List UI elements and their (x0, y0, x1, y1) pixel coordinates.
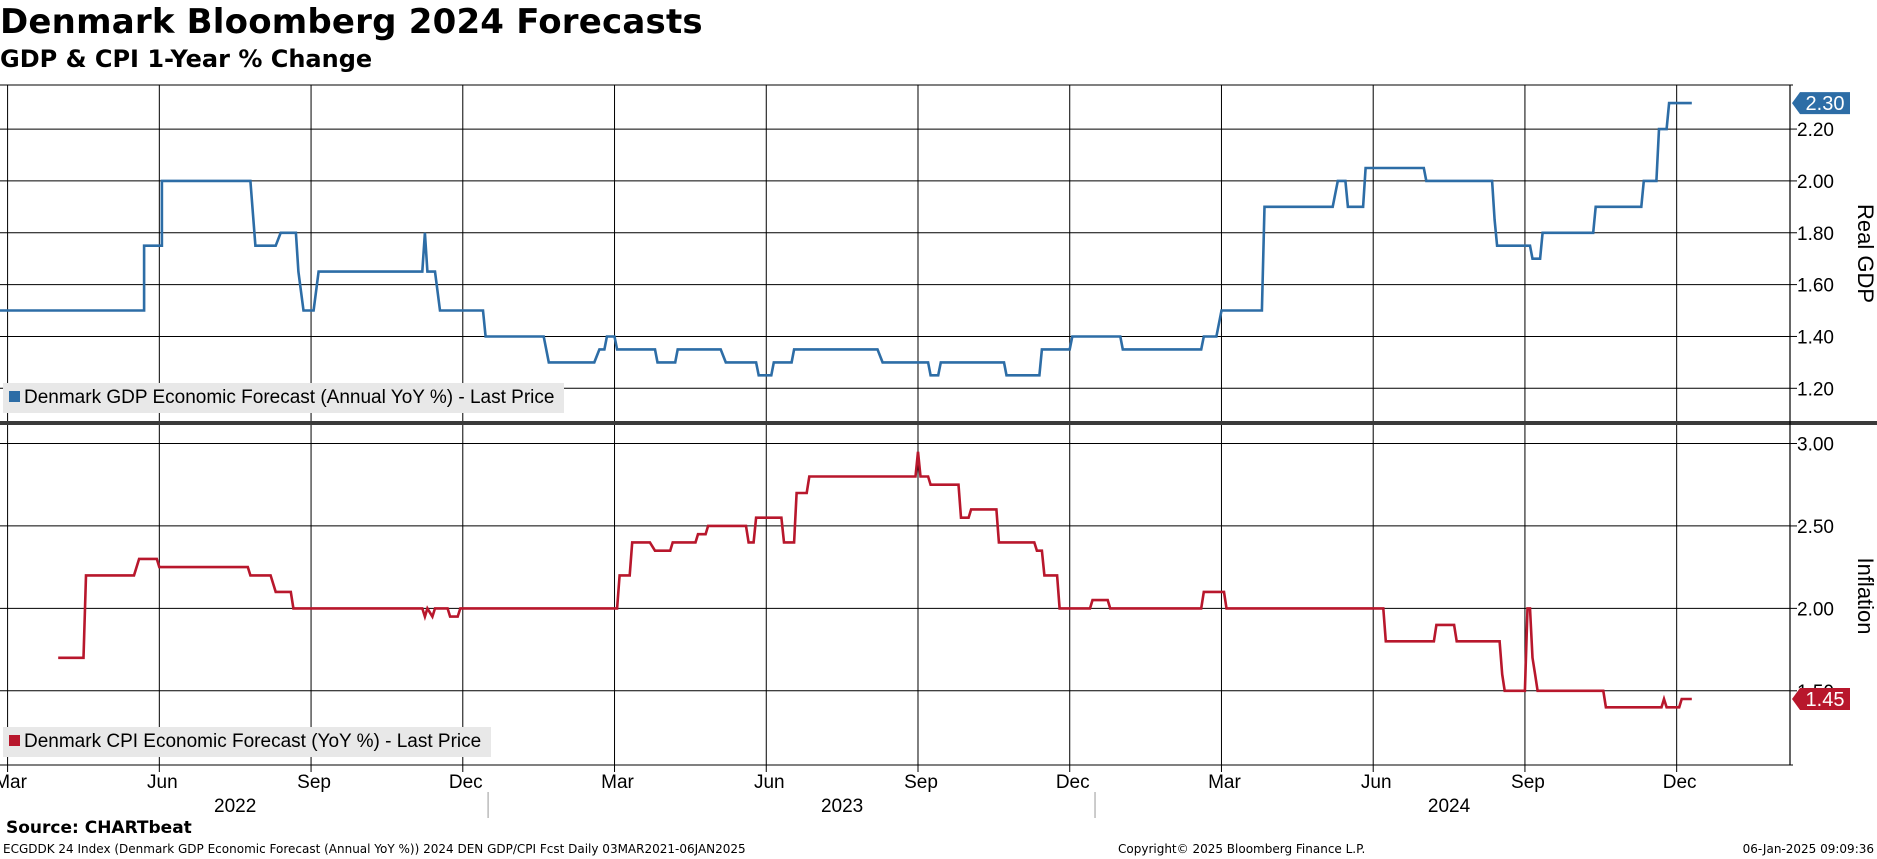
legend-gdp-swatch (9, 391, 20, 402)
y-tick-label: 1.20 (1797, 379, 1834, 400)
cpi-last-value-label: 1.45 (1806, 689, 1845, 711)
x-tick-label: Sep (904, 772, 938, 793)
x-tick-label: Jun (1361, 772, 1392, 793)
cpi-last-value-tag (1792, 688, 1850, 711)
year-label: 2023 (821, 796, 863, 817)
legend-gdp-label: Denmark GDP Economic Forecast (Annual Yo… (24, 387, 555, 408)
year-label: 2022 (214, 796, 256, 817)
y-axis-title: Inflation (1853, 557, 1877, 634)
y-tick-label: 1.80 (1797, 224, 1834, 245)
x-tick-label: Sep (297, 772, 331, 793)
cpi-series-line (58, 451, 1692, 709)
year-label: 2024 (1428, 796, 1471, 817)
footer-description: ECGDDK 24 Index (Denmark GDP Economic Fo… (3, 842, 746, 856)
x-tick-label: Dec (1663, 772, 1697, 793)
x-tick-label: Dec (1056, 772, 1090, 793)
gdp-last-value-label: 2.30 (1806, 93, 1845, 115)
y-tick-label: 1.40 (1797, 327, 1834, 348)
x-tick-label: Sep (1511, 772, 1545, 793)
panel-divider (0, 421, 1877, 425)
legend-cpi-swatch (9, 735, 20, 746)
x-tick-label: Jun (147, 772, 178, 793)
footer-timestamp: 06-Jan-2025 09:09:36 (1742, 842, 1874, 856)
legend-gdp: Denmark GDP Economic Forecast (Annual Yo… (3, 383, 565, 413)
y-tick-label: 3.00 (1797, 434, 1834, 455)
legend-cpi-label: Denmark CPI Economic Forecast (YoY %) - … (24, 731, 482, 752)
x-tick-label: Mar (601, 772, 634, 793)
y-tick-label: 2.00 (1797, 599, 1834, 620)
chart-subtitle: GDP & CPI 1-Year % Change (0, 45, 373, 73)
gdp-series-line (0, 101, 1692, 377)
x-tick-label: Mar (1208, 772, 1241, 793)
x-tick-label: Jun (754, 772, 785, 793)
gdp-last-value-tag (1792, 92, 1850, 115)
y-tick-label: 2.00 (1797, 172, 1834, 193)
y-tick-label: 2.20 (1797, 120, 1834, 141)
y-tick-label: 2.50 (1797, 517, 1834, 538)
legend-cpi: Denmark CPI Economic Forecast (YoY %) - … (3, 727, 492, 757)
footer-copyright: Copyright© 2025 Bloomberg Finance L.P. (1118, 842, 1366, 856)
x-tick-label: Mar (0, 772, 28, 793)
chart-title: Denmark Bloomberg 2024 Forecasts (0, 2, 703, 42)
source-note: Source: CHARTbeat (6, 818, 192, 838)
y-axis-title: Real GDP (1853, 204, 1877, 303)
x-tick-label: Dec (449, 772, 483, 793)
y-tick-label: 1.60 (1797, 276, 1834, 297)
